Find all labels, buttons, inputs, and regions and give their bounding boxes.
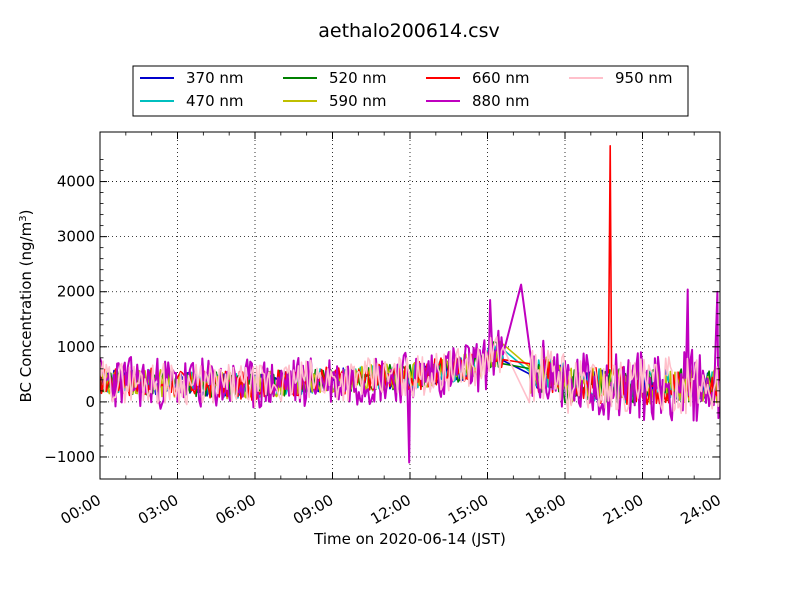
legend-label: 590 nm xyxy=(329,92,387,110)
y-tick-label: 0 xyxy=(85,393,95,411)
series-line-950-nm xyxy=(100,336,720,415)
y-axis-label-main: BC Concentration (ng/m xyxy=(17,222,35,403)
y-axis: −1000 0 1000 2000 3000 4000 xyxy=(44,159,720,466)
y-axis-label-tail: ) xyxy=(17,210,35,216)
x-tick-label: 24:00 xyxy=(678,491,724,528)
x-tick-label: 18:00 xyxy=(523,491,569,528)
y-tick-label: 1000 xyxy=(57,338,95,356)
y-tick-label: 2000 xyxy=(57,283,95,301)
x-tick-label: 03:00 xyxy=(135,491,181,528)
y-tick-label: 4000 xyxy=(57,173,95,191)
y-axis-label-sup: 3 xyxy=(18,215,29,221)
legend-label: 520 nm xyxy=(329,69,387,87)
x-tick-label: 09:00 xyxy=(290,491,336,528)
legend-label: 880 nm xyxy=(472,92,530,110)
x-tick-label: 15:00 xyxy=(445,491,491,528)
x-tick-label: 00:00 xyxy=(58,491,104,528)
legend-box xyxy=(132,65,689,117)
chart-title: aethalo200614.csv xyxy=(318,20,500,42)
legend-label: 470 nm xyxy=(186,92,244,110)
grid xyxy=(100,132,720,479)
legend-label: 370 nm xyxy=(186,69,244,87)
y-axis-label: BC Concentration (ng/m3) xyxy=(17,210,35,403)
x-tick-label: 12:00 xyxy=(368,491,414,528)
x-axis-label: Time on 2020-06-14 (JST) xyxy=(313,530,506,548)
x-axis: 00:00 03:00 06:00 09:00 12:00 15:00 18:00 21:00… xyxy=(58,132,724,528)
legend-label: 660 nm xyxy=(472,69,530,87)
x-tick-label: 21:00 xyxy=(600,491,646,528)
plot-area xyxy=(100,145,720,464)
y-tick-label: 3000 xyxy=(57,228,95,246)
legend: 370 nm 470 nm 520 nm 590 nm 660 nm 880 nm 950 … xyxy=(132,65,689,117)
legend-label: 950 nm xyxy=(615,69,673,87)
series-line-880-nm xyxy=(100,283,720,464)
y-tick-label: −1000 xyxy=(44,448,95,466)
x-tick-label: 06:00 xyxy=(213,491,259,528)
